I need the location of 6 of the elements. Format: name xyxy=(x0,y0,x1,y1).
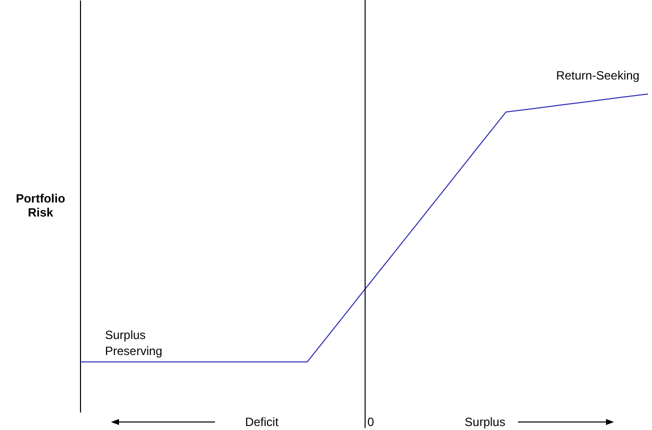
annotation: Surplus Preserving xyxy=(104,328,162,358)
y-axis-title: Portfolio Risk xyxy=(16,192,66,220)
text: 0 xyxy=(367,415,374,430)
text: Deficit xyxy=(245,415,280,430)
text: Surplus xyxy=(464,415,506,430)
text: Return-Seeking xyxy=(556,68,640,82)
